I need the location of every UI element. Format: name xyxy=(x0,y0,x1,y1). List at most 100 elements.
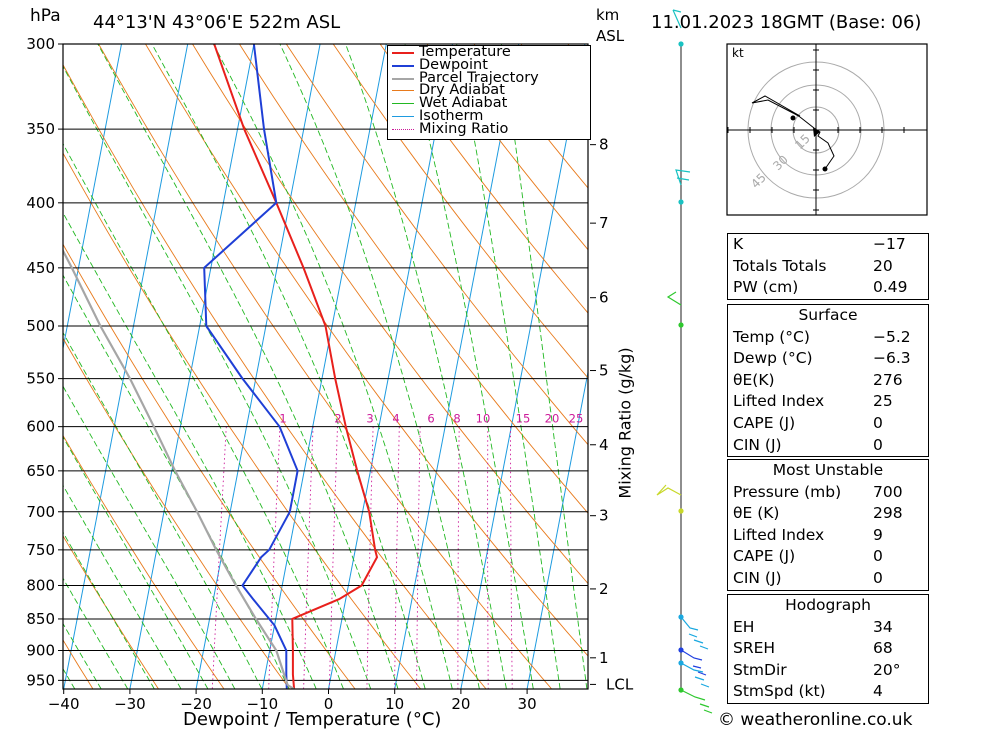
chart-legend: Temperature Dewpoint Parcel Trajectory Dry … xyxy=(387,45,591,140)
isotherm-line xyxy=(328,44,453,689)
storm-motion-marker xyxy=(813,128,820,137)
most-unstable-title: Most Unstable xyxy=(772,461,884,479)
legend-swatch xyxy=(392,90,414,92)
mixing-ratio-line xyxy=(487,426,489,689)
legend-item: Wet Adiabat xyxy=(388,95,590,112)
surface-dewp-value: −6.3 xyxy=(873,349,911,368)
height-unit-km: km xyxy=(596,6,620,24)
stmspd-label: StmSpd (kt) xyxy=(733,682,826,701)
wet-adiabat-line xyxy=(63,484,182,689)
credit-link[interactable]: © weatheronline.co.uk xyxy=(718,710,913,730)
wet-adiabat-line xyxy=(63,577,129,689)
mixing-ratio-label: 15 xyxy=(516,412,531,426)
x-tick-label: −10 xyxy=(246,695,278,713)
mixing-ratio-axis-label: Mixing Ratio (g/kg) xyxy=(615,347,635,499)
height-unit-asl: ASL xyxy=(596,27,625,45)
pressure-tick-label: 950 xyxy=(26,671,55,689)
surface-theta-label: θE(K) xyxy=(733,370,775,389)
mu-cin-label: CIN (J) xyxy=(733,568,782,587)
legend-label: Dry Adiabat xyxy=(419,82,505,99)
plot-frame xyxy=(62,43,589,690)
mixing-ratio-line xyxy=(328,426,338,689)
mixing-ratio-line xyxy=(510,426,513,689)
pressure-tick-label: 400 xyxy=(26,194,55,212)
temperature-line xyxy=(213,44,379,689)
wet-adiabat-line xyxy=(279,44,480,689)
legend-label: Temperature xyxy=(419,44,511,60)
height-tick-label: 4 xyxy=(599,436,609,454)
x-tick-label: −40 xyxy=(48,695,80,713)
legend-item: Dry Adiabat xyxy=(388,82,590,99)
mu-theta-value: 298 xyxy=(873,504,903,523)
pressure-tick-label: 900 xyxy=(26,642,55,660)
eh-label: EH xyxy=(733,617,755,636)
tt-label: Totals Totals xyxy=(733,256,827,275)
mixing-ratio-line xyxy=(366,426,374,689)
isotherm-line xyxy=(261,44,387,689)
mixing-ratio-line xyxy=(303,426,314,689)
height-tick-label: 1 xyxy=(599,649,609,667)
mixing-ratio-label: 3 xyxy=(366,412,373,426)
mixing-ratio-label: 1 xyxy=(279,412,286,426)
pressure-tick-label: 650 xyxy=(26,462,55,480)
most-unstable-table: Most Unstable Pressure (mb) 700 θE (K) 298… xyxy=(727,459,929,591)
surface-cape-value: 0 xyxy=(873,413,883,432)
legend-label: Dewpoint xyxy=(419,56,488,73)
mixing-ratio-label: 4 xyxy=(392,412,399,426)
sreh-value: 68 xyxy=(873,639,893,658)
wet-adiabat-line xyxy=(97,44,399,689)
wet-adiabat-line xyxy=(63,274,290,689)
legend-item: Dewpoint xyxy=(388,56,590,73)
x-tick-label: 0 xyxy=(324,695,334,713)
wet-adiabat-line xyxy=(63,531,155,689)
height-tick-label: 3 xyxy=(599,507,609,525)
pressure-tick-label: 300 xyxy=(26,35,55,53)
wind-barb-icon xyxy=(675,169,691,186)
wind-barb-icon xyxy=(656,484,682,496)
dry-adiabat-line xyxy=(379,44,588,314)
isotherm-line xyxy=(63,44,122,351)
wind-barb-icon xyxy=(666,291,682,306)
wet-adiabat-line xyxy=(63,142,344,689)
wind-level-dot xyxy=(678,41,684,47)
mu-pressure-value: 700 xyxy=(873,482,903,501)
wind-barb-icon xyxy=(672,9,682,29)
pressure-tick-label: 850 xyxy=(26,610,55,628)
legend-item: Mixing Ratio xyxy=(388,120,590,137)
legend-label: Wet Adiabat xyxy=(419,95,508,112)
x-tick-label: 20 xyxy=(451,695,470,713)
k-value: −17 xyxy=(873,235,906,253)
wet-adiabat-line xyxy=(151,44,426,689)
eh-value: 34 xyxy=(873,617,893,636)
pressure-tick-label: 500 xyxy=(26,317,55,335)
surface-theta-value: 276 xyxy=(873,370,903,389)
height-tick-label: LCL xyxy=(606,675,634,693)
surface-table: Surface Temp (°C) −5.2 Dewp (°C) −6.3 θE(K… xyxy=(727,304,929,458)
legend-swatch xyxy=(392,128,414,130)
wet-adiabat-line xyxy=(345,44,507,689)
x-tick-label: 10 xyxy=(385,695,404,713)
tt-value: 20 xyxy=(873,256,893,275)
height-tick-label: 5 xyxy=(599,362,609,380)
legend-item: Temperature xyxy=(388,44,590,60)
isotherm-line xyxy=(593,44,717,689)
wind-level-dot xyxy=(678,322,684,328)
stmspd-value: 4 xyxy=(873,682,883,701)
dry-adiabat-line xyxy=(63,535,159,689)
hodograph-trace xyxy=(751,95,835,170)
isotherm-line xyxy=(195,44,321,689)
legend-item: Isotherm xyxy=(388,109,590,123)
legend-label: Mixing Ratio xyxy=(419,120,509,137)
pressure-tick-label: 600 xyxy=(26,418,55,436)
legend-swatch xyxy=(392,77,414,80)
mu-cape-value: 0 xyxy=(873,547,883,566)
stmdir-label: StmDir xyxy=(733,660,787,679)
pressure-tick-label: 550 xyxy=(26,370,55,388)
wind-level-dot xyxy=(678,199,684,205)
surface-li-value: 25 xyxy=(873,392,893,411)
dry-adiabat-line xyxy=(943,44,1000,689)
wet-adiabat-line xyxy=(213,44,453,689)
pressure-tick-label: 750 xyxy=(26,541,55,559)
mu-theta-label: θE (K) xyxy=(733,504,780,523)
